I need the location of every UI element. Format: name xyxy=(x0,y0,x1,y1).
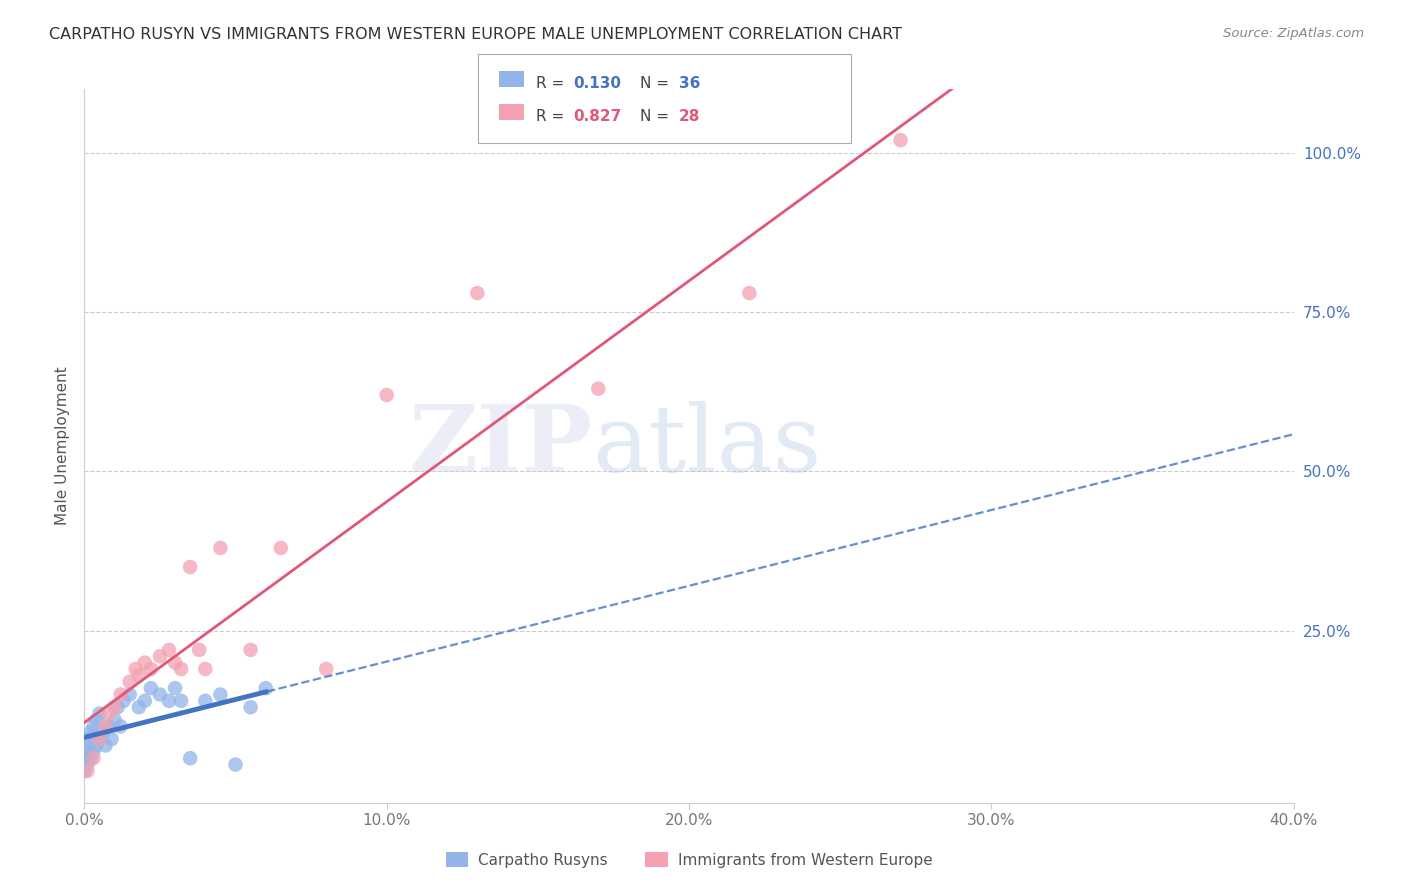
Point xyxy=(179,560,201,574)
Point xyxy=(239,643,262,657)
Point xyxy=(194,662,217,676)
Point xyxy=(149,649,172,664)
Text: 0.130: 0.130 xyxy=(574,76,621,91)
Point xyxy=(104,713,127,727)
Point xyxy=(225,757,247,772)
Point xyxy=(110,719,132,733)
Point xyxy=(118,674,141,689)
Point xyxy=(139,662,162,676)
Point xyxy=(82,719,104,733)
Text: 0.827: 0.827 xyxy=(574,109,621,124)
Point xyxy=(73,751,96,765)
Point xyxy=(165,681,187,695)
Text: N =: N = xyxy=(640,76,673,91)
Point xyxy=(139,681,162,695)
Point xyxy=(239,700,262,714)
Point xyxy=(128,700,150,714)
Point xyxy=(73,764,96,778)
Point xyxy=(89,706,111,721)
Point xyxy=(467,286,489,301)
Point xyxy=(104,700,127,714)
Point xyxy=(110,688,132,702)
Point xyxy=(94,739,117,753)
Text: 36: 36 xyxy=(679,76,700,91)
Point xyxy=(89,732,111,747)
Point xyxy=(128,668,150,682)
Point xyxy=(97,706,120,721)
Point xyxy=(134,656,156,670)
Point xyxy=(149,688,172,702)
Point xyxy=(125,662,148,676)
Y-axis label: Male Unemployment: Male Unemployment xyxy=(55,367,70,525)
Point xyxy=(134,694,156,708)
Point xyxy=(89,732,111,747)
Point xyxy=(588,382,610,396)
Point xyxy=(179,751,201,765)
Point xyxy=(170,694,193,708)
Point xyxy=(94,719,117,733)
Point xyxy=(188,643,211,657)
Text: R =: R = xyxy=(536,76,569,91)
Point xyxy=(118,688,141,702)
Point xyxy=(79,751,101,765)
Point xyxy=(100,732,122,747)
Point xyxy=(86,713,108,727)
Point xyxy=(209,541,232,555)
Point xyxy=(890,133,912,147)
Text: R =: R = xyxy=(536,109,569,124)
Point xyxy=(82,745,104,759)
Point xyxy=(112,694,135,708)
Point xyxy=(91,725,114,739)
Point xyxy=(79,725,101,739)
Point xyxy=(375,388,398,402)
Point xyxy=(86,739,108,753)
Text: CARPATHO RUSYN VS IMMIGRANTS FROM WESTERN EUROPE MALE UNEMPLOYMENT CORRELATION C: CARPATHO RUSYN VS IMMIGRANTS FROM WESTER… xyxy=(49,27,903,42)
Point xyxy=(107,700,129,714)
Point xyxy=(209,688,232,702)
Point xyxy=(157,643,180,657)
Point xyxy=(76,757,98,772)
Point xyxy=(97,719,120,733)
Point xyxy=(738,286,761,301)
Legend: Carpatho Rusyns, Immigrants from Western Europe: Carpatho Rusyns, Immigrants from Western… xyxy=(440,846,938,873)
Text: atlas: atlas xyxy=(592,401,821,491)
Point xyxy=(270,541,292,555)
Point xyxy=(254,681,277,695)
Point xyxy=(165,656,187,670)
Point xyxy=(194,694,217,708)
Point xyxy=(157,694,180,708)
Text: Source: ZipAtlas.com: Source: ZipAtlas.com xyxy=(1223,27,1364,40)
Point xyxy=(315,662,337,676)
Point xyxy=(76,732,98,747)
Point xyxy=(73,739,96,753)
Point xyxy=(170,662,193,676)
Text: N =: N = xyxy=(640,109,673,124)
Text: 28: 28 xyxy=(679,109,700,124)
Point xyxy=(76,764,98,778)
Text: ZIP: ZIP xyxy=(408,401,592,491)
Point xyxy=(76,745,98,759)
Point xyxy=(82,751,104,765)
